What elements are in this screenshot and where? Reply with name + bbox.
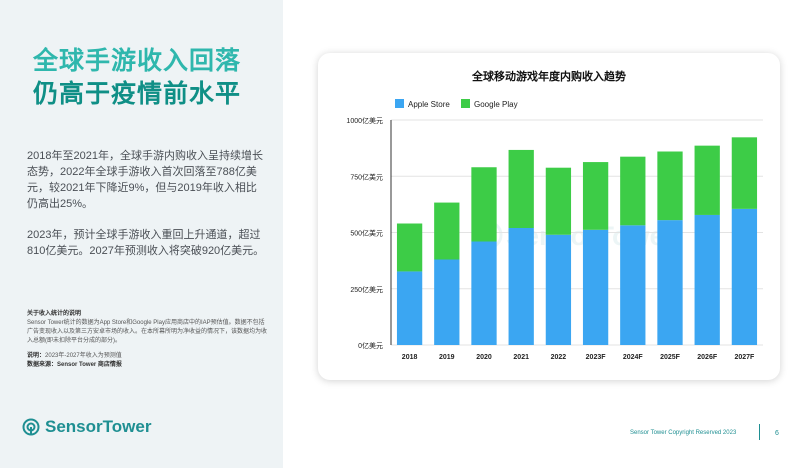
bar-2022-apple-store <box>545 234 572 345</box>
note-label: 说明： <box>27 353 46 359</box>
legend-swatch-0 <box>395 99 404 108</box>
x-tick-label: 2022 <box>551 354 567 361</box>
bar-2027F-google-play <box>731 137 758 209</box>
brand-name: SensorTower <box>45 417 152 436</box>
y-tick-label: 1000亿美元 <box>346 116 383 125</box>
summary-paragraph-1: 2018年至2021年，全球手游内购收入呈持续增长态势，2022年全球手游收入首… <box>27 150 263 210</box>
summary-paragraph-2: 2023年，预计全球手游收入重回上升通道，超过810亿美元。2027年预测收入将… <box>27 229 265 257</box>
source-label: 数据来源： <box>27 362 58 368</box>
notes-body: Sensor Tower统计的数据为App Store和Google Play应… <box>27 320 268 344</box>
bars <box>396 137 758 345</box>
bar-2019-google-play <box>434 202 460 260</box>
x-tick-label: 2023F <box>586 354 607 361</box>
source-text: Sensor Tower 商店情报 <box>57 362 122 368</box>
y-axis: 0亿美元 250亿美元 500亿美元 750亿美元 1000亿美元 <box>346 116 392 350</box>
note-text: 2023年-2027年收入为预测值 <box>45 353 122 359</box>
chart-watermark: SensorTower <box>473 220 676 251</box>
legend-label-1: Google Play <box>474 100 518 109</box>
y-tick-label: 250亿美元 <box>350 285 383 294</box>
x-tick-label: 2019 <box>439 354 455 361</box>
page-number: 6 <box>775 430 779 437</box>
bar-2027F-apple-store <box>731 208 758 345</box>
bar-2021-apple-store <box>508 228 534 345</box>
bar-2019-apple-store <box>434 259 460 345</box>
brand-logo: SensorTower <box>22 417 151 437</box>
x-tick-label: 2020 <box>476 354 492 361</box>
chart-card: SensorTower 全球移动游戏年度内购收入趋势 Apple Store Go… <box>318 53 780 380</box>
bar-2026F-apple-store <box>694 214 720 345</box>
bar-2023F-google-play <box>582 162 609 230</box>
sensor-tower-logo-icon <box>22 418 40 436</box>
footer-divider <box>759 424 760 440</box>
bar-2022-google-play <box>545 167 572 235</box>
y-tick-label: 0亿美元 <box>358 341 383 350</box>
chart-title: 全球移动游戏年度内购收入趋势 <box>471 69 626 83</box>
x-tick-label: 2018 <box>402 354 418 361</box>
bar-2018-apple-store <box>396 271 423 345</box>
x-tick-label: 2024F <box>623 354 644 361</box>
footer-copyright: Sensor Tower Copyright Reserved 2023 <box>630 430 737 436</box>
x-tick-label: 2021 <box>513 354 529 361</box>
bar-2018-google-play <box>396 223 423 272</box>
chart-legend: Apple Store Google Play <box>395 99 518 109</box>
bar-2026F-google-play <box>694 145 720 215</box>
bar-2021-google-play <box>508 149 534 228</box>
notes-section: 关于收入统计的说明 Sensor Tower统计的数据为App Store和Go… <box>27 310 267 370</box>
slide-title-line2: 仍高于疫情前水平 <box>33 80 242 108</box>
bar-2025F-google-play <box>657 151 683 221</box>
legend-label-0: Apple Store <box>408 100 450 109</box>
y-tick-label: 500亿美元 <box>350 229 383 238</box>
bar-2023F-apple-store <box>582 229 609 345</box>
x-tick-label: 2026F <box>697 354 718 361</box>
bar-2024F-apple-store <box>620 225 646 345</box>
left-panel: 全球手游收入回落 仍高于疫情前水平 2018年至2021年，全球手游内购收入呈持… <box>0 0 283 468</box>
bar-2020-google-play <box>471 167 497 242</box>
slide-title-line1: 全球手游收入回落 <box>33 47 242 75</box>
bar-2020-apple-store <box>471 241 497 345</box>
y-tick-label: 750亿美元 <box>350 172 383 181</box>
x-tick-label: 2025F <box>660 354 681 361</box>
bar-2025F-apple-store <box>657 220 683 345</box>
bar-2024F-google-play <box>620 156 646 226</box>
x-tick-label: 2027F <box>734 354 755 361</box>
x-axis: 2018 2019 2020 2021 2022 2023F 2024F 2025F 2026F… <box>402 354 755 361</box>
notes-heading: 关于收入统计的说明 <box>27 311 82 317</box>
legend-swatch-1 <box>461 99 470 108</box>
revenue-chart: SensorTower 全球移动游戏年度内购收入趋势 Apple Store Go… <box>346 69 763 361</box>
